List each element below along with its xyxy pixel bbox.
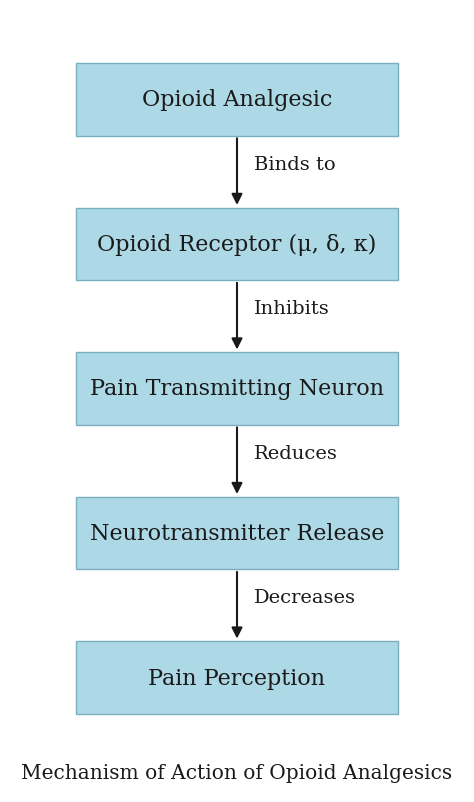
Text: Mechanism of Action of Opioid Analgesics: Mechanism of Action of Opioid Analgesics (21, 763, 453, 782)
FancyBboxPatch shape (76, 642, 398, 714)
FancyBboxPatch shape (76, 209, 398, 281)
Text: Reduces: Reduces (254, 444, 337, 462)
Text: Opioid Analgesic: Opioid Analgesic (142, 89, 332, 111)
FancyBboxPatch shape (76, 64, 398, 136)
Text: Pain Transmitting Neuron: Pain Transmitting Neuron (90, 378, 384, 400)
Text: Inhibits: Inhibits (254, 300, 329, 318)
FancyBboxPatch shape (76, 497, 398, 569)
Text: Binds to: Binds to (254, 156, 335, 173)
Text: Neurotransmitter Release: Neurotransmitter Release (90, 522, 384, 545)
FancyBboxPatch shape (76, 353, 398, 425)
Text: Decreases: Decreases (254, 589, 356, 606)
Text: Opioid Receptor (μ, δ, κ): Opioid Receptor (μ, δ, κ) (97, 233, 377, 256)
Text: Pain Perception: Pain Perception (148, 666, 326, 689)
